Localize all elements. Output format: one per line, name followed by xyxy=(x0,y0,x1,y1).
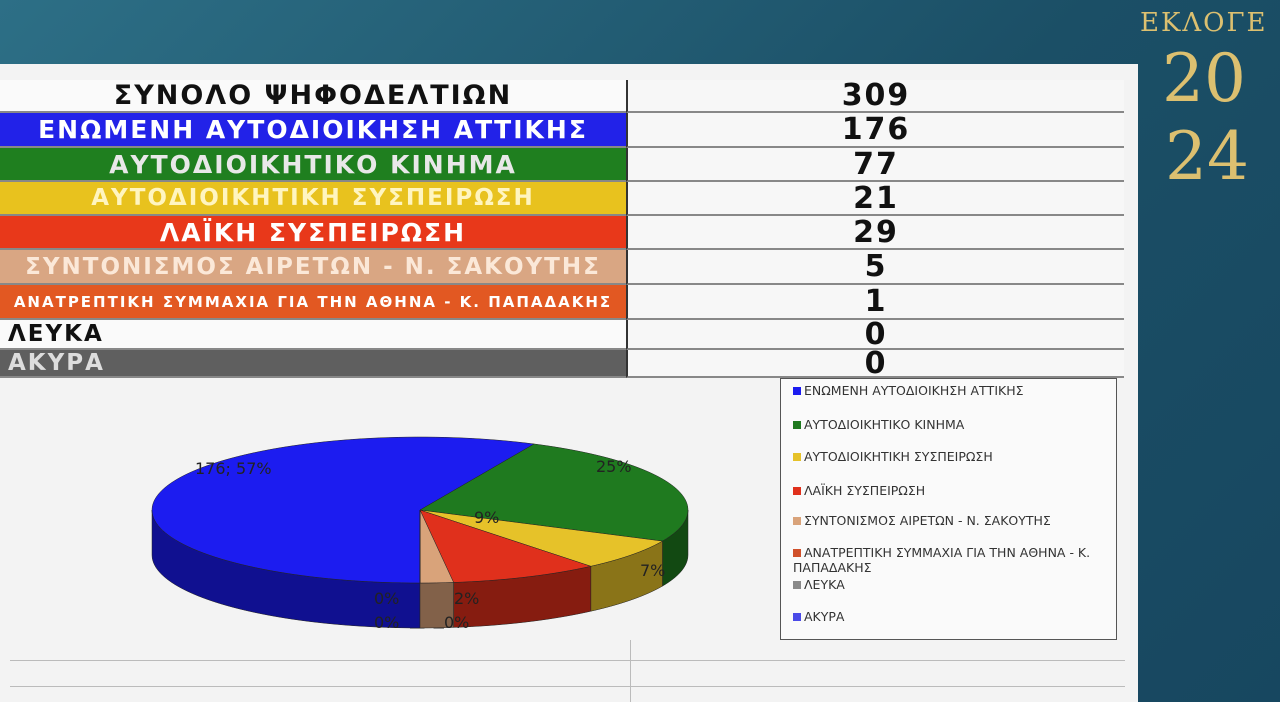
legend-label: ΣΥΝΤΟΝΙΣΜΟΣ ΑΙΡΕΤΩΝ - Ν. ΣΑΚΟΥΤΗΣ xyxy=(804,513,1051,528)
legend-label: ΑΝΑΤΡΕΠΤΙΚΗ ΣΥΜΜΑΧΙΑ ΓΙΑ ΤΗΝ ΑΘΗΝΑ - Κ. … xyxy=(793,545,1091,575)
header-year: 24 xyxy=(1165,118,1249,195)
data-label: 0% xyxy=(374,589,399,608)
legend-swatch xyxy=(793,549,801,557)
pie-sides xyxy=(151,509,689,629)
party-name: ΕΝΩΜΕΝΗ ΑΥΤΟΔΙΟΙΚΗΣΗ ΑΤΤΙΚΗΣ xyxy=(0,113,626,148)
pie-slice xyxy=(419,443,689,542)
grid-col xyxy=(630,640,631,702)
grid-row xyxy=(10,660,1125,661)
legend-swatch xyxy=(793,487,801,495)
vote-count: 5 xyxy=(626,250,1124,285)
party-name: ΣΥΝΟΛΟ ΨΗΦΟΔΕΛΤΙΩΝ xyxy=(0,80,626,113)
data-label: 9% xyxy=(474,508,499,527)
vote-count: 0 xyxy=(626,320,1124,350)
party-name: ΑΝΑΤΡΕΠΤΙΚΗ ΣΥΜΜΑΧΙΑ ΓΙΑ ΤΗΝ ΑΘΗΝΑ - Κ. … xyxy=(0,285,626,320)
pie-slice xyxy=(419,509,592,583)
vote-count: 21 xyxy=(626,182,1124,216)
legend-entry: ΑΚΥΡΑ xyxy=(793,609,1103,624)
legend-label: ΑΥΤΟΔΙΟΙΚΗΤΙΚΗ ΣΥΣΠΕΙΡΩΣΗ xyxy=(804,449,993,464)
legend-swatch xyxy=(793,581,801,589)
vote-count: 29 xyxy=(626,216,1124,250)
legend-label: ΕΝΩΜΕΝΗ ΑΥΤΟΔΙΟΙΚΗΣΗ ΑΤΤΙΚΗΣ xyxy=(804,383,1024,398)
legend-label: ΑΥΤΟΔΙΟΙΚΗΤΙΚΟ ΚΙΝΗΜΑ xyxy=(804,417,965,432)
legend-swatch xyxy=(793,517,801,525)
vote-count: 1 xyxy=(626,285,1124,320)
grid-row xyxy=(10,686,1125,687)
pie-chart: 176; 57% 25% 7% 9% 2% 0% 0% 0% xyxy=(151,436,689,632)
legend-label: ΛΕΥΚΑ xyxy=(804,577,845,592)
legend-label: ΛΑΪΚΗ ΣΥΣΠΕΙΡΩΣΗ xyxy=(804,483,926,498)
legend-entry: ΑΝΑΤΡΕΠΤΙΚΗ ΣΥΜΜΑΧΙΑ ΓΙΑ ΤΗΝ ΑΘΗΝΑ - Κ. … xyxy=(793,545,1103,575)
pie-slice xyxy=(419,509,664,567)
legend-entry: ΑΥΤΟΔΙΟΙΚΗΤΙΚΗ ΣΥΣΠΕΙΡΩΣΗ xyxy=(793,449,1103,464)
legend-swatch xyxy=(793,421,801,429)
data-label: 25% xyxy=(596,457,632,476)
legend-entry: ΣΥΝΤΟΝΙΣΜΟΣ ΑΙΡΕΤΩΝ - Ν. ΣΑΚΟΥΤΗΣ xyxy=(793,513,1103,528)
vote-count: 309 xyxy=(626,80,1124,113)
vote-count: 77 xyxy=(626,148,1124,182)
party-name: ΛΑΪΚΗ ΣΥΣΠΕΙΡΩΣΗ xyxy=(0,216,626,250)
legend-entry: ΛΑΪΚΗ ΣΥΣΠΕΙΡΩΣΗ xyxy=(793,483,1103,498)
legend-swatch xyxy=(793,387,801,395)
vote-count: 176 xyxy=(626,113,1124,148)
party-name: ΛΕΥΚΑ xyxy=(0,320,626,350)
party-name: ΑΥΤΟΔΙΟΙΚΗΤΙΚΟ ΚΙΝΗΜΑ xyxy=(0,148,626,182)
data-label: 0% xyxy=(374,613,399,632)
party-name: ΣΥΝΤΟΝΙΣΜΟΣ ΑΙΡΕΤΩΝ - Ν. ΣΑΚΟΥΤΗΣ xyxy=(0,250,626,285)
legend-swatch xyxy=(793,453,801,461)
party-name: ΑΚΥΡΑ xyxy=(0,350,626,378)
data-label: 2% xyxy=(454,589,479,608)
legend: ΕΝΩΜΕΝΗ ΑΥΤΟΔΙΟΙΚΗΣΗ ΑΤΤΙΚΗΣ ΑΥΤΟΔΙΟΙΚΗΤΙ… xyxy=(780,378,1117,640)
legend-entry: ΕΝΩΜΕΝΗ ΑΥΤΟΔΙΟΙΚΗΣΗ ΑΤΤΙΚΗΣ xyxy=(793,383,1103,398)
header-title: ΕΚΛΟΓΕ xyxy=(1140,8,1268,38)
pie-slice xyxy=(151,436,535,584)
legend-swatch xyxy=(793,613,801,621)
legend-entry: ΑΥΤΟΔΙΟΙΚΗΤΙΚΟ ΚΙΝΗΜΑ xyxy=(793,417,1103,432)
data-label: 176; 57% xyxy=(195,459,272,478)
data-label: 7% xyxy=(640,561,665,580)
legend-label: ΑΚΥΡΑ xyxy=(804,609,845,624)
legend-entry: ΛΕΥΚΑ xyxy=(793,577,1103,592)
pie-tops xyxy=(151,436,689,584)
data-label: 0% xyxy=(444,613,469,632)
party-name: ΑΥΤΟΔΙΟΙΚΗΤΙΚΗ ΣΥΣΠΕΙΡΩΣΗ xyxy=(0,182,626,216)
vote-count: 0 xyxy=(626,350,1124,378)
header-year: 20 xyxy=(1162,40,1246,117)
